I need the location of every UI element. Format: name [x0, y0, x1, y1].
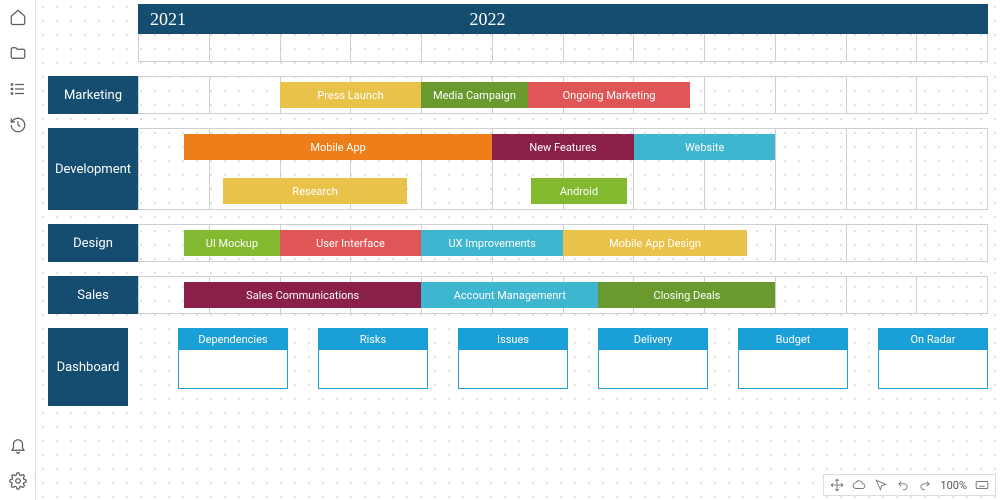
gantt-bar[interactable]: Android [531, 178, 627, 204]
track-label: Sales [48, 276, 138, 314]
cloud-icon[interactable] [852, 478, 866, 492]
year-header: 2021 2022 [48, 4, 988, 34]
pan-icon[interactable] [830, 478, 844, 492]
redo-icon[interactable] [918, 478, 932, 492]
card-title: Delivery [599, 329, 707, 350]
dashboard-card[interactable]: On Radar [878, 328, 988, 389]
card-title: Budget [739, 329, 847, 350]
track-row: Development Mobile AppNew FeaturesWebsite… [48, 128, 988, 210]
left-sidebar [0, 0, 36, 500]
bell-icon[interactable] [9, 436, 27, 454]
gantt-bar[interactable]: Sales Communications [184, 282, 421, 308]
gantt-bar[interactable]: UI Mockup [184, 230, 280, 256]
track-label: Design [48, 224, 138, 262]
gantt-bar[interactable]: Media Campaign [421, 82, 527, 108]
track-label: Development [48, 128, 138, 210]
history-icon[interactable] [9, 116, 27, 134]
dashboard-card[interactable]: Delivery [598, 328, 708, 389]
dashboard-row: Dashboard Dependencies Risks Issues Deliver… [48, 328, 988, 406]
track-row: Sales Sales CommunicationsAccount Managem… [48, 276, 988, 314]
dashboard-card[interactable]: Budget [738, 328, 848, 389]
gantt-bar[interactable]: Account Managemenrt [421, 282, 598, 308]
gantt-bar[interactable]: Press Launch [280, 82, 422, 108]
gantt-bar[interactable]: Mobile App Design [563, 230, 747, 256]
canvas-toolbar: 100% [823, 474, 996, 496]
gantt-bar[interactable]: Mobile App [184, 134, 492, 160]
canvas[interactable]: 2021 2022 Marketing Press LaunchMedia Cam… [36, 0, 1000, 500]
gantt-bar[interactable]: Ongoing Marketing [528, 82, 691, 108]
roadmap-chart: 2021 2022 Marketing Press LaunchMedia Cam… [48, 4, 988, 406]
keyboard-icon[interactable] [975, 478, 989, 492]
gantt-bar[interactable]: User Interface [280, 230, 422, 256]
dashboard-card[interactable]: Dependencies [178, 328, 288, 389]
folder-icon[interactable] [9, 44, 27, 62]
gantt-bar[interactable]: Closing Deals [598, 282, 775, 308]
card-title: Dependencies [179, 329, 287, 350]
gantt-bar[interactable]: UX Improvements [421, 230, 563, 256]
year-1: 2021 [150, 9, 186, 30]
home-icon[interactable] [9, 8, 27, 26]
card-title: Risks [319, 329, 427, 350]
track-row: Marketing Press LaunchMedia CampaignOngoi… [48, 76, 988, 114]
undo-icon[interactable] [896, 478, 910, 492]
list-icon[interactable] [9, 80, 27, 98]
track-label: Marketing [48, 76, 138, 114]
dashboard-card[interactable]: Risks [318, 328, 428, 389]
dashboard-label: Dashboard [48, 328, 128, 406]
zoom-level[interactable]: 100% [940, 479, 967, 492]
gantt-bar[interactable]: Website [634, 134, 776, 160]
gantt-bar[interactable]: New Features [492, 134, 634, 160]
card-title: On Radar [879, 329, 987, 350]
card-title: Issues [459, 329, 567, 350]
gear-icon[interactable] [9, 472, 27, 490]
dashboard-card[interactable]: Issues [458, 328, 568, 389]
gantt-bar[interactable]: Research [223, 178, 407, 204]
pointer-icon[interactable] [874, 478, 888, 492]
year-2: 2022 [470, 9, 506, 30]
track-row: Design UI MockupUser InterfaceUX Improvem… [48, 224, 988, 262]
